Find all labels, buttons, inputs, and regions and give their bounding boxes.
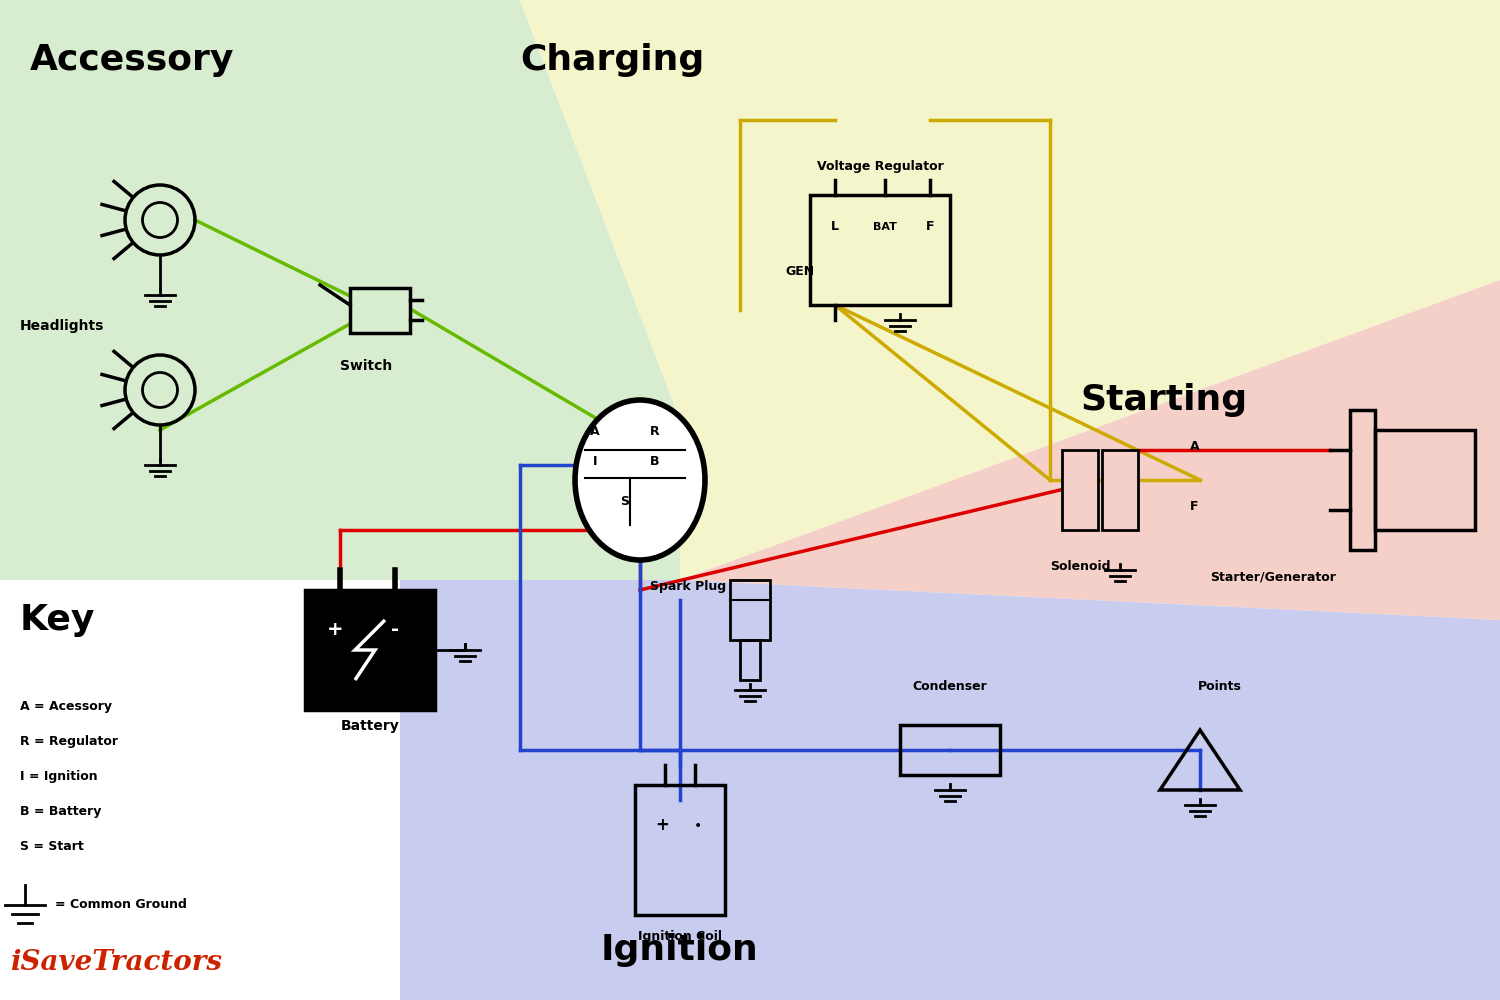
Text: S = Start: S = Start — [20, 840, 84, 853]
Bar — [1376, 430, 1474, 530]
Text: B = Battery: B = Battery — [20, 805, 102, 818]
Text: Spark Plug: Spark Plug — [650, 580, 726, 593]
Text: I = Ignition: I = Ignition — [20, 770, 98, 783]
Text: Starter/Generator: Starter/Generator — [1210, 570, 1336, 583]
Text: A = Acessory: A = Acessory — [20, 700, 112, 713]
Text: B: B — [651, 455, 660, 468]
Text: +: + — [327, 620, 344, 639]
Bar — [730, 580, 770, 640]
Bar — [350, 288, 410, 332]
Text: S: S — [621, 495, 630, 508]
Text: Starting: Starting — [1080, 383, 1246, 417]
Text: •: • — [694, 819, 702, 833]
Text: I: I — [592, 455, 597, 468]
Text: Points: Points — [1198, 680, 1242, 693]
Text: R: R — [650, 425, 660, 438]
Text: Key: Key — [20, 603, 96, 637]
Text: F: F — [926, 220, 934, 233]
Text: Condenser: Condenser — [912, 680, 987, 693]
Text: Ignition Coil: Ignition Coil — [638, 930, 722, 943]
Text: Switch: Switch — [340, 359, 393, 373]
Bar — [634, 785, 724, 915]
Polygon shape — [400, 580, 1500, 1000]
Text: Accessory: Accessory — [30, 43, 234, 77]
Text: A: A — [590, 425, 600, 438]
Polygon shape — [0, 580, 400, 1000]
Text: A: A — [1190, 440, 1200, 453]
Bar — [1102, 450, 1138, 530]
Text: BAT: BAT — [873, 222, 897, 232]
Bar — [810, 195, 950, 305]
Text: = Common Ground: = Common Ground — [56, 898, 188, 911]
Ellipse shape — [574, 400, 705, 560]
Bar — [1062, 450, 1098, 530]
Bar — [304, 590, 435, 710]
Text: iSaveTractors: iSaveTractors — [10, 949, 222, 976]
Text: Charging: Charging — [520, 43, 705, 77]
Bar — [900, 725, 1001, 775]
Text: -: - — [392, 620, 399, 639]
Text: Battery: Battery — [340, 719, 399, 733]
Bar — [1350, 410, 1376, 550]
Text: Voltage Regulator: Voltage Regulator — [816, 160, 944, 173]
Bar — [740, 640, 760, 680]
Text: +: + — [656, 816, 669, 834]
Polygon shape — [680, 0, 1500, 620]
Text: GEN: GEN — [784, 265, 814, 278]
Polygon shape — [0, 0, 680, 580]
Text: L: L — [831, 220, 839, 233]
Text: Ignition: Ignition — [602, 933, 759, 967]
Text: Solenoid: Solenoid — [1050, 560, 1110, 573]
Text: F: F — [1190, 500, 1198, 513]
Text: Headlights: Headlights — [20, 319, 105, 333]
Text: R = Regulator: R = Regulator — [20, 735, 118, 748]
Polygon shape — [520, 0, 1500, 580]
